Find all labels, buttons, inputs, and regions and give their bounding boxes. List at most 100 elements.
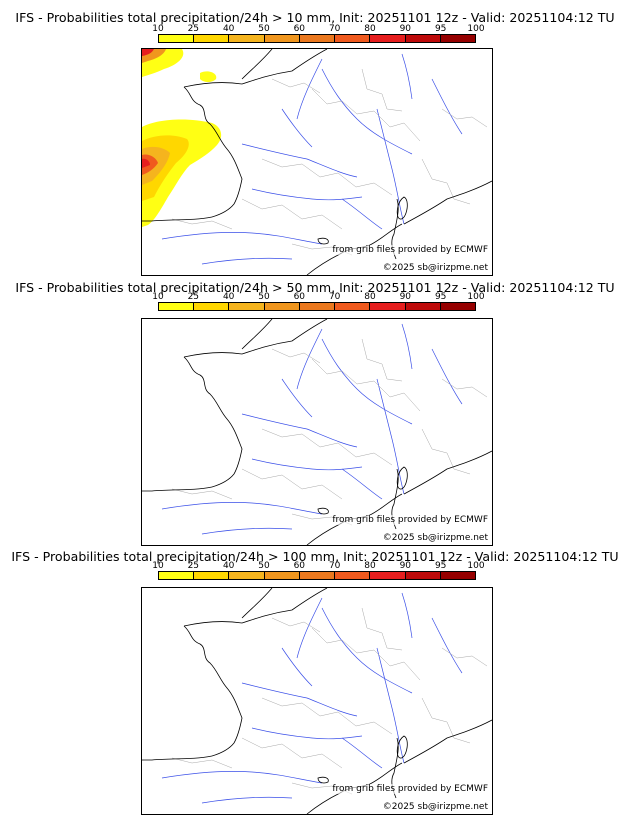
tick-label: 80 (364, 292, 376, 302)
tick-label: 40 (222, 292, 235, 302)
tick-label: 25 (187, 561, 200, 571)
map-frame: from grib files provided by ECMWF ©2025 … (141, 48, 493, 276)
tick-label: 60 (293, 292, 306, 302)
colorbar-swatch (440, 303, 475, 310)
copyright-credit: ©2025 sb@irizpme.net (382, 263, 488, 273)
colorbar-swatch (440, 35, 475, 42)
tick-label: 50 (258, 292, 270, 302)
colorbar-swatch (229, 572, 265, 579)
corsica-outline (396, 466, 408, 490)
colorbar-swatch (194, 303, 230, 310)
colorbar-swatch (335, 303, 371, 310)
tick-label: 40 (222, 561, 235, 571)
tick-label: 25 (187, 24, 200, 34)
colorbar-swatch (229, 35, 265, 42)
coastlines (142, 49, 492, 275)
precip-probability-fields (142, 49, 222, 227)
tick-label: 60 (293, 24, 306, 34)
panel-title: IFS - Probabilities total precipitation/… (11, 549, 619, 564)
colorbar-swatch (194, 35, 230, 42)
map-panel-50mm: IFS - Probabilities total precipitation/… (0, 268, 630, 546)
administrative-borders (171, 338, 488, 526)
colorbar-swatch (405, 35, 441, 42)
tick-label: 100 (467, 292, 485, 302)
source-credit: from grib files provided by ECMWF (332, 784, 488, 794)
panel-title: IFS - Probabilities total precipitation/… (15, 10, 615, 25)
map-canvas (142, 49, 492, 275)
colorbar-tick-labels: 10 25 40 50 60 70 80 90 95 100 (152, 24, 484, 34)
tick-label: 95 (434, 292, 447, 302)
colorbar-swatch (159, 35, 195, 42)
tick-label: 10 (152, 24, 164, 34)
tick-label: 10 (152, 292, 164, 302)
colorbar-swatch (159, 303, 195, 310)
colorbar-swatch (335, 572, 371, 579)
colorbar-swatch (405, 303, 441, 310)
balearic-outline (317, 507, 329, 515)
source-credit: from grib files provided by ECMWF (332, 245, 488, 255)
precip-area-channel-core (142, 49, 154, 56)
tick-label: 25 (187, 292, 200, 302)
tick-label: 50 (258, 24, 270, 34)
copyright-credit: ©2025 sb@irizpme.net (382, 533, 488, 543)
tick-label: 95 (434, 24, 447, 34)
administrative-borders (171, 607, 488, 795)
islands (317, 466, 408, 515)
tick-label: 70 (328, 24, 341, 34)
colorbar-swatch (370, 35, 406, 42)
colorbar-swatch (159, 572, 195, 579)
coastlines (142, 319, 492, 545)
map-panel-100mm: IFS - Probabilities total precipitation/… (0, 537, 630, 828)
map-canvas (142, 319, 492, 545)
tick-label: 60 (293, 561, 306, 571)
tick-label: 90 (399, 561, 412, 571)
balearic-outline (317, 776, 329, 784)
islands (317, 196, 408, 245)
tick-label: 100 (467, 24, 485, 34)
tick-label: 70 (328, 292, 341, 302)
colorbar-swatch (194, 572, 230, 579)
tick-label: 90 (399, 292, 412, 302)
tick-label: 100 (467, 561, 485, 571)
colorbar-tick-labels: 10 25 40 50 60 70 80 90 95 100 (152, 292, 484, 302)
colorbar-swatch (370, 572, 406, 579)
tick-label: 50 (258, 561, 270, 571)
rivers (161, 592, 463, 804)
colorbar-swatch (264, 35, 300, 42)
colorbar-swatch (264, 572, 300, 579)
copyright-credit: ©2025 sb@irizpme.net (382, 802, 488, 812)
map-canvas (142, 588, 492, 814)
source-credit: from grib files provided by ECMWF (332, 515, 488, 525)
map-frame: from grib files provided by ECMWF ©2025 … (141, 587, 493, 815)
coastlines (142, 588, 492, 814)
colorbar-swatch (440, 572, 475, 579)
corsica-outline (396, 196, 408, 220)
tick-label: 95 (434, 561, 447, 571)
map-frame: from grib files provided by ECMWF ©2025 … (141, 318, 493, 546)
panel-title: IFS - Probabilities total precipitation/… (15, 280, 615, 295)
colorbar (158, 34, 476, 43)
islands (317, 735, 408, 784)
colorbar (158, 571, 476, 580)
colorbar-swatch (370, 303, 406, 310)
colorbar-swatch (299, 572, 336, 579)
tick-label: 80 (364, 561, 376, 571)
colorbar-swatch (299, 35, 336, 42)
colorbar-swatch (229, 303, 265, 310)
administrative-borders (171, 68, 488, 256)
tick-label: 40 (222, 24, 235, 34)
colorbar-swatch (299, 303, 336, 310)
map-panel-10mm: IFS - Probabilities total precipitation/… (0, 0, 630, 278)
colorbar (158, 302, 476, 311)
precip-area-brittany (200, 71, 217, 82)
rivers (161, 53, 463, 265)
tick-label: 90 (399, 24, 412, 34)
tick-label: 80 (364, 24, 376, 34)
colorbar-swatch (264, 303, 300, 310)
corsica-outline (396, 735, 408, 759)
balearic-outline (317, 237, 329, 245)
colorbar-swatch (405, 572, 441, 579)
tick-label: 70 (328, 561, 341, 571)
colorbar-swatch (335, 35, 371, 42)
rivers (161, 323, 463, 535)
